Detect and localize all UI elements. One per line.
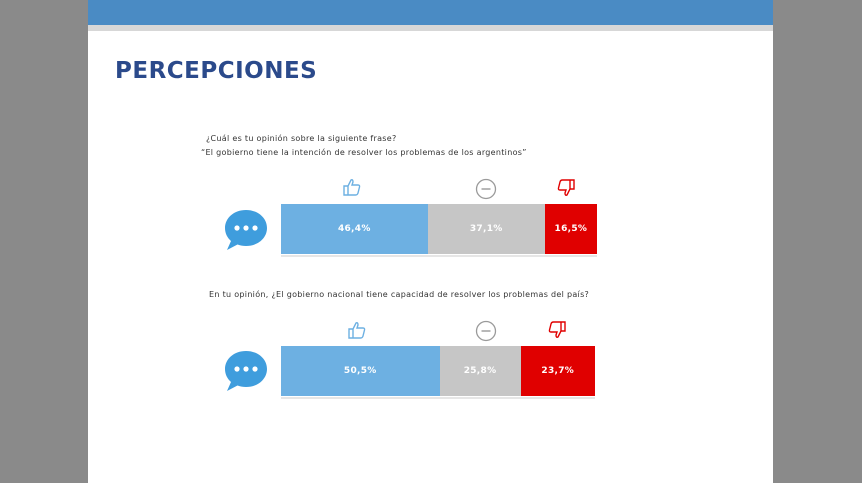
thumbs-up-icon xyxy=(342,177,362,197)
chart2-bar-shadow xyxy=(281,397,595,399)
chart2-bar-positive: 50,5% xyxy=(281,346,440,396)
chart2-bar-negative: 23,7% xyxy=(520,346,595,396)
thumbs-down-icon xyxy=(556,178,576,198)
header-band xyxy=(88,0,773,25)
chart1-bar-negative: 16,5% xyxy=(544,204,597,254)
header-band-shadow xyxy=(88,25,773,31)
chart1-question-line2: “El gobierno tiene la intención de resol… xyxy=(201,148,527,157)
chart1-question-line1: ¿Cuál es tu opinión sobre la siguiente f… xyxy=(206,134,397,143)
chart2-question-line1: En tu opinión, ¿El gobierno nacional tie… xyxy=(209,290,590,299)
slide: PERCEPCIONES ¿Cuál es tu opinión sobre l… xyxy=(88,0,773,483)
chart2-bar-neutral: 25,8% xyxy=(439,346,521,396)
speech-bubble-icon xyxy=(223,349,269,398)
page-title: PERCEPCIONES xyxy=(115,58,318,84)
chart1-bar-neutral: 37,1% xyxy=(427,204,545,254)
chart1-bar-shadow xyxy=(281,255,597,257)
minus-circle-icon xyxy=(475,178,497,200)
minus-circle-icon xyxy=(475,320,497,342)
speech-bubble-icon xyxy=(223,208,269,257)
chart1-stacked-bar: 46,4% 37,1% 16,5% xyxy=(281,204,597,254)
chart2-stacked-bar: 50,5% 25,8% 23,7% xyxy=(281,346,595,396)
chart1-bar-positive: 46,4% xyxy=(281,204,428,254)
thumbs-up-icon xyxy=(347,320,367,340)
thumbs-down-icon xyxy=(547,320,567,340)
